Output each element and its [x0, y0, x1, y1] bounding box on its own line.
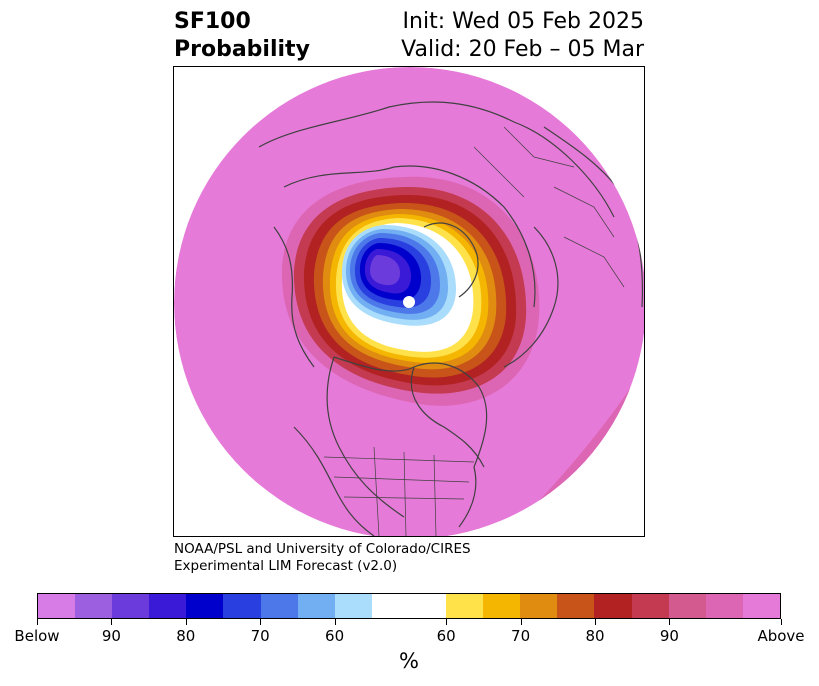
credits: NOAA/PSL and University of Colorado/CIRE…	[174, 541, 471, 575]
colorbar-segment	[520, 594, 558, 618]
colorbar-tick-label: 70	[250, 627, 270, 645]
forecast-dates: Init: Wed 05 Feb 2025 Valid: 20 Feb – 05…	[401, 8, 644, 64]
colorbar-segment	[557, 594, 595, 618]
colorbar-segment	[223, 594, 261, 618]
colorbar-segment	[631, 594, 669, 618]
colorbar-tick-label: Below	[14, 627, 60, 645]
colorbar-tick	[520, 619, 522, 625]
colorbar-unit: %	[399, 649, 419, 673]
colorbar-tick	[37, 619, 38, 625]
credits-line-2: Experimental LIM Forecast (v2.0)	[174, 558, 398, 574]
colorbar-segment	[742, 594, 780, 618]
valid-range: Valid: 20 Feb – 05 Mar	[401, 37, 644, 62]
colorbar-segment	[483, 594, 521, 618]
colorbar-segment	[668, 594, 706, 618]
colorbar-tick-label: 90	[101, 627, 121, 645]
colorbar-tick	[781, 619, 782, 625]
colorbar-segment	[594, 594, 632, 618]
colorbar-tick	[334, 619, 336, 625]
colorbar-segment	[371, 594, 447, 618]
colorbar-tick	[185, 619, 187, 625]
pole-marker	[403, 296, 415, 308]
title-line-1: SF100	[174, 9, 251, 34]
map-frame	[173, 66, 645, 537]
init-date: Init: Wed 05 Feb 2025	[402, 9, 644, 34]
political-borders	[323, 126, 625, 536]
colorbar-tick	[669, 619, 671, 625]
colorbar-segment	[260, 594, 298, 618]
colorbar-tick	[111, 619, 113, 625]
title-line-2: Probability	[174, 37, 310, 62]
colorbar-segment	[334, 594, 372, 618]
colorbar-tick	[595, 619, 596, 625]
colorbar-tick-label: 80	[176, 627, 196, 645]
colorbar-tick	[446, 619, 448, 625]
colorbar	[37, 593, 781, 619]
map-title: SF100 Probability	[174, 8, 310, 64]
colorbar-segment	[446, 594, 484, 618]
colorbar-tick-label: 90	[659, 627, 679, 645]
colorbar-segment	[297, 594, 335, 618]
colorbar-tick-label: 60	[325, 627, 345, 645]
colorbar-tick-label: 70	[511, 627, 531, 645]
colorbar-tick-label: 60	[436, 627, 456, 645]
colorbar-tick-label: 80	[585, 627, 605, 645]
colorbar-segment	[149, 594, 187, 618]
colorbar-segment	[38, 594, 76, 618]
colorbar-segment	[186, 594, 224, 618]
colorbar-segment	[112, 594, 150, 618]
colorbar-tick	[260, 619, 262, 625]
colorbar-segment	[75, 594, 113, 618]
below-ring-90	[370, 255, 401, 286]
colorbar-tick-label: Above	[757, 627, 805, 645]
credits-line-1: NOAA/PSL and University of Colorado/CIRE…	[174, 541, 471, 557]
colorbar-segment	[705, 594, 743, 618]
polar-map	[174, 67, 644, 536]
